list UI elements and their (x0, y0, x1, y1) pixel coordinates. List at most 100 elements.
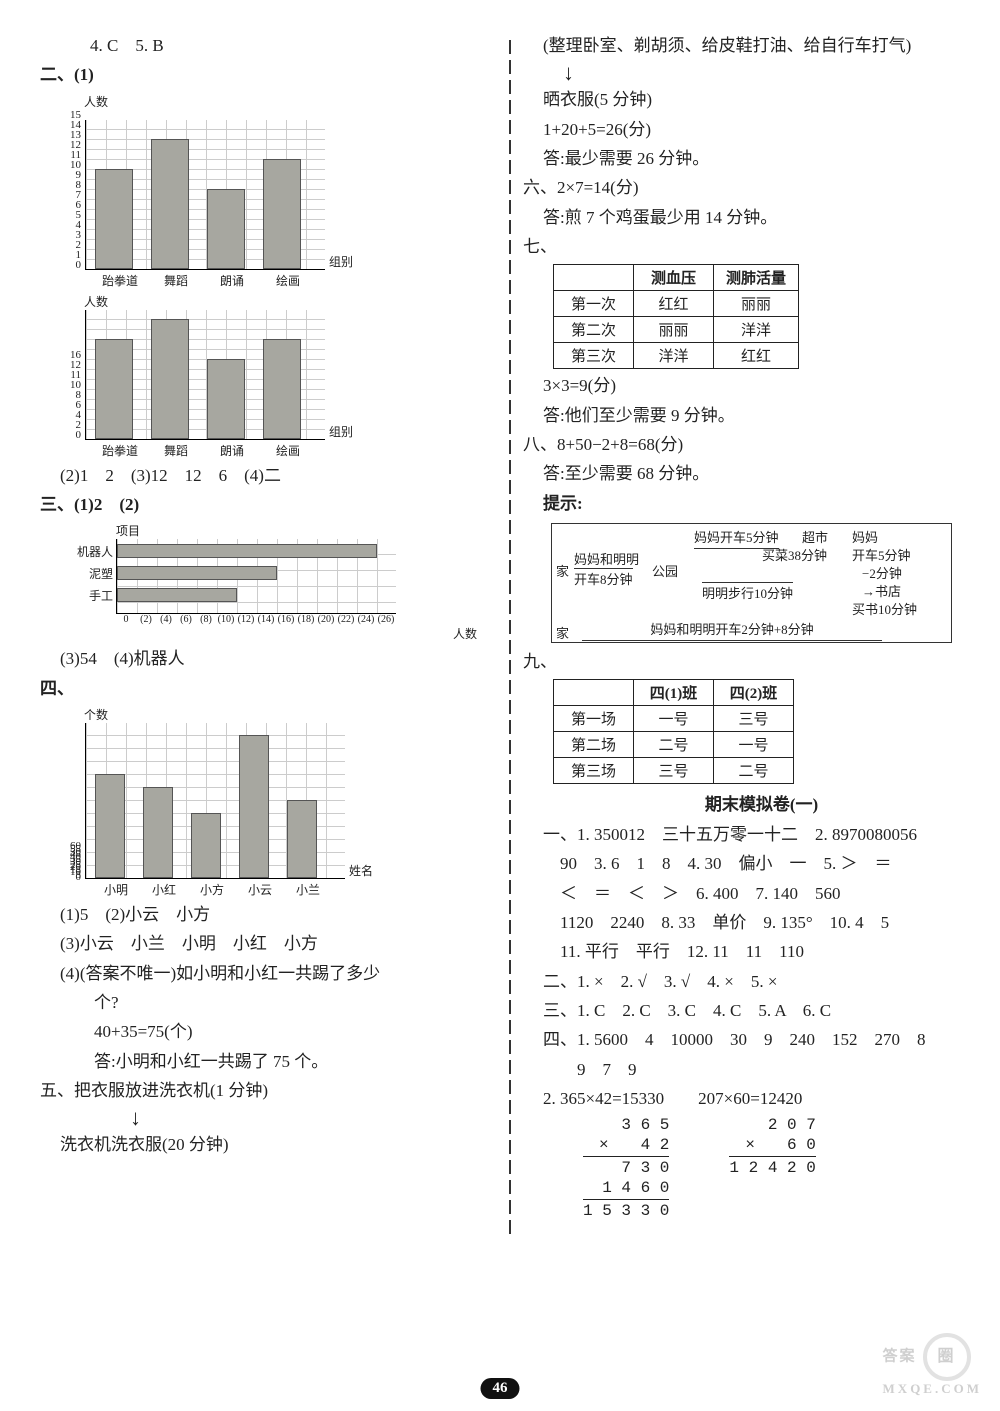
r-line-3: 1+20+5=26(分) (543, 117, 980, 143)
chart-4: 个数 051015202530354045505560 姓名 小明小红小方小云小… (70, 706, 497, 898)
table-header: 测血压 (633, 265, 713, 291)
chart-4-bars (85, 723, 345, 879)
chart-2-bars (85, 310, 325, 440)
chart-4-yticks: 051015202530354045505560 (70, 845, 81, 879)
sec4-line-2: (4)(答案不唯一)如小明和小红一共踢了多少 (60, 961, 497, 987)
table-row: 四(1)班 四(2)班 (553, 680, 793, 706)
left-column: 4. C 5. B 二、(1) 人数 012345678910111213141… (40, 30, 497, 1234)
exam2: 二、1. × 2. √ 3. √ 4. × 5. × (543, 969, 980, 995)
flow-mm-walk: 明明步行10分钟 (702, 582, 793, 604)
table-header: 测肺活量 (713, 265, 798, 291)
column-divider (507, 30, 513, 1234)
sec4-line-5: 答:小明和小红一共踢了 75 个。 (60, 1049, 497, 1075)
table-header: 四(1)班 (633, 680, 713, 706)
exam1-4: 11. 平行 平行 12. 11 11 110 (543, 939, 980, 965)
chart-2: 人数 0246810111216 组别 跆拳道舞蹈朗诵绘画 (70, 293, 497, 459)
long-multiplication-row: 3 6 5 × 4 2 7 3 0 1 4 6 0 1 5 3 3 0 2 0 … (583, 1115, 980, 1221)
section-5-head: 五、把衣服放进洗衣机(1 分钟) (40, 1078, 497, 1104)
chart-2-xtitle: 组别 (329, 423, 353, 440)
chart-1: 人数 0123456789101112131415 组别 跆拳道舞蹈朗诵绘画 (70, 93, 497, 289)
table-row: 第一次红红丽丽 (553, 291, 798, 317)
section-2-answers: (2)1 2 (3)12 12 6 (4)二 (60, 463, 497, 489)
chart-3-bars: 机器人泥塑手工 (116, 539, 396, 614)
exam1-3: 1120 2240 8. 33 单价 9. 135° 10. 4 5 (543, 910, 980, 936)
watermark-circle: 圈 (923, 1333, 971, 1381)
section-6-head: 六、2×7=14(分) (523, 175, 980, 201)
flow-diagram: 家 妈妈和明明 开车8分钟 公园 妈妈开车5分钟 超市 买菜38分钟 妈妈 开车… (551, 523, 952, 643)
table-row: 第三场三号二号 (553, 758, 793, 784)
table-header (553, 265, 633, 291)
r-line-4: 答:最少需要 26 分钟。 (543, 146, 980, 172)
chart-3: 项目 机器人泥塑手工 0(2)(4)(6)(8)(10)(12)(14)(16)… (70, 522, 497, 642)
table-header: 四(2)班 (713, 680, 793, 706)
watermark-text: 答案 (883, 1348, 917, 1364)
chart-2-ytitle: 人数 (84, 293, 497, 310)
answers-4-5: 4. C 5. B (90, 33, 497, 59)
page-columns: 4. C 5. B 二、(1) 人数 012345678910111213141… (40, 30, 980, 1234)
exam4-1b: 9 7 9 (543, 1057, 980, 1083)
sec4-line-3: 个? (60, 990, 497, 1016)
exam4-2: 2. 365×42=15330 207×60=12420 (543, 1086, 980, 1112)
exam1-2: ＜ ＝ ＜ ＞ 6. 400 7. 140 560 (543, 881, 980, 907)
chart-2-yticks: 0246810111216 (70, 350, 81, 440)
section-8-answer: 答:至少需要 68 分钟。 (543, 461, 980, 487)
chart-1-xtitle: 组别 (329, 253, 353, 270)
section-9-head: 九、 (523, 649, 980, 675)
flow-return: 妈妈和明明开车2分钟+8分钟 (582, 620, 882, 641)
table-row: 第一场一号三号 (553, 706, 793, 732)
chart-2-xlabels: 跆拳道舞蹈朗诵绘画 (92, 440, 497, 459)
chart-1-bars (85, 120, 325, 270)
flow-buy38: 买菜38分钟 (762, 546, 827, 566)
section-6-answer: 答:煎 7 个鸡蛋最少用 14 分钟。 (543, 205, 980, 231)
chart-4-ytitle: 个数 (84, 706, 497, 723)
exam4-1: 四、1. 5600 4 10000 30 9 240 152 270 8 (543, 1027, 980, 1053)
arrow-down-icon: ↓ (130, 1107, 497, 1129)
r-line-2: 晒衣服(5 分钟) (543, 87, 980, 113)
chart-1-xlabels: 跆拳道舞蹈朗诵绘画 (92, 270, 497, 289)
right-column: (整理卧室、剃胡须、给皮鞋打油、给自行车打气) ↓ 晒衣服(5 分钟) 1+20… (523, 30, 980, 1234)
calc-b: 2 0 7 × 6 0 1 2 4 2 0 (729, 1115, 815, 1221)
section-2-head: 二、(1) (40, 62, 497, 88)
exam3: 三、1. C 2. C 3. C 4. C 5. A 6. C (543, 998, 980, 1024)
flow-home: 家 (556, 562, 569, 582)
section-7-head: 七、 (523, 234, 980, 260)
flow-buybook: 买书10分钟 (852, 600, 917, 620)
flow-drive8: 开车8分钟 (574, 568, 633, 590)
section-3-head: 三、(1)2 (2) (40, 492, 497, 518)
watermark-site: MXQE.COM (883, 1381, 982, 1397)
chart-1-ytitle: 人数 (84, 93, 497, 110)
flow-park: 公园 (652, 562, 678, 582)
chart-4-xlabels: 小明小红小方小云小兰 (92, 879, 497, 898)
chart-3-xtitle: 人数 (70, 625, 477, 642)
exam-title: 期末模拟卷(一) (543, 792, 980, 818)
watermark: 答案圈 MXQE.COM (883, 1333, 982, 1397)
table-row: 第三次洋洋红红 (553, 343, 798, 369)
sec4-line-1: (3)小云 小兰 小明 小红 小方 (60, 931, 497, 957)
exam1-0: 一、1. 350012 三十五万零一十二 2. 8970080056 (543, 822, 980, 848)
sec4-line-4: 40+35=75(个) (60, 1019, 497, 1045)
table-7: 测血压 测肺活量 第一次红红丽丽 第二次丽丽洋洋 第三次洋洋红红 (553, 264, 799, 369)
chart-3-xticks: 0(2)(4)(6)(8)(10)(12)(14)(16)(18)(20)(22… (116, 614, 497, 625)
hint-label: 提示: (543, 491, 980, 517)
exam1-1: 90 3. 6 1 8 4. 30 偏小 一 5. ＞ ＝ (543, 851, 980, 877)
chart-3-ytitle: 项目 (116, 522, 497, 539)
sec5-step2: 洗衣机洗衣服(20 分钟) (60, 1132, 497, 1158)
sec4-line-0: (1)5 (2)小云 小方 (60, 902, 497, 928)
table-row: 第二场二号一号 (553, 732, 793, 758)
section-7-calc: 3×3=9(分) (543, 373, 980, 399)
r-line-1: (整理卧室、剃胡须、给皮鞋打油、给自行车打气) (543, 33, 980, 59)
flow-home2: 家 (556, 624, 569, 644)
section-4-head: 四、 (40, 676, 497, 702)
calc-a: 3 6 5 × 4 2 7 3 0 1 4 6 0 1 5 3 3 0 (583, 1115, 669, 1221)
table-9: 四(1)班 四(2)班 第一场一号三号 第二场二号一号 第三场三号二号 (553, 679, 794, 784)
arrow-down-icon: ↓ (563, 62, 980, 84)
chart-4-xtitle: 姓名 (349, 862, 373, 879)
section-8-head: 八、8+50−2+8=68(分) (523, 432, 980, 458)
section-3-answers: (3)54 (4)机器人 (60, 646, 497, 672)
page-number-badge: 46 (481, 1378, 520, 1399)
table-header (553, 680, 633, 706)
section-7-answer: 答:他们至少需要 9 分钟。 (543, 403, 980, 429)
table-row: 第二次丽丽洋洋 (553, 317, 798, 343)
table-row: 测血压 测肺活量 (553, 265, 798, 291)
chart-1-yticks: 0123456789101112131415 (70, 110, 81, 270)
